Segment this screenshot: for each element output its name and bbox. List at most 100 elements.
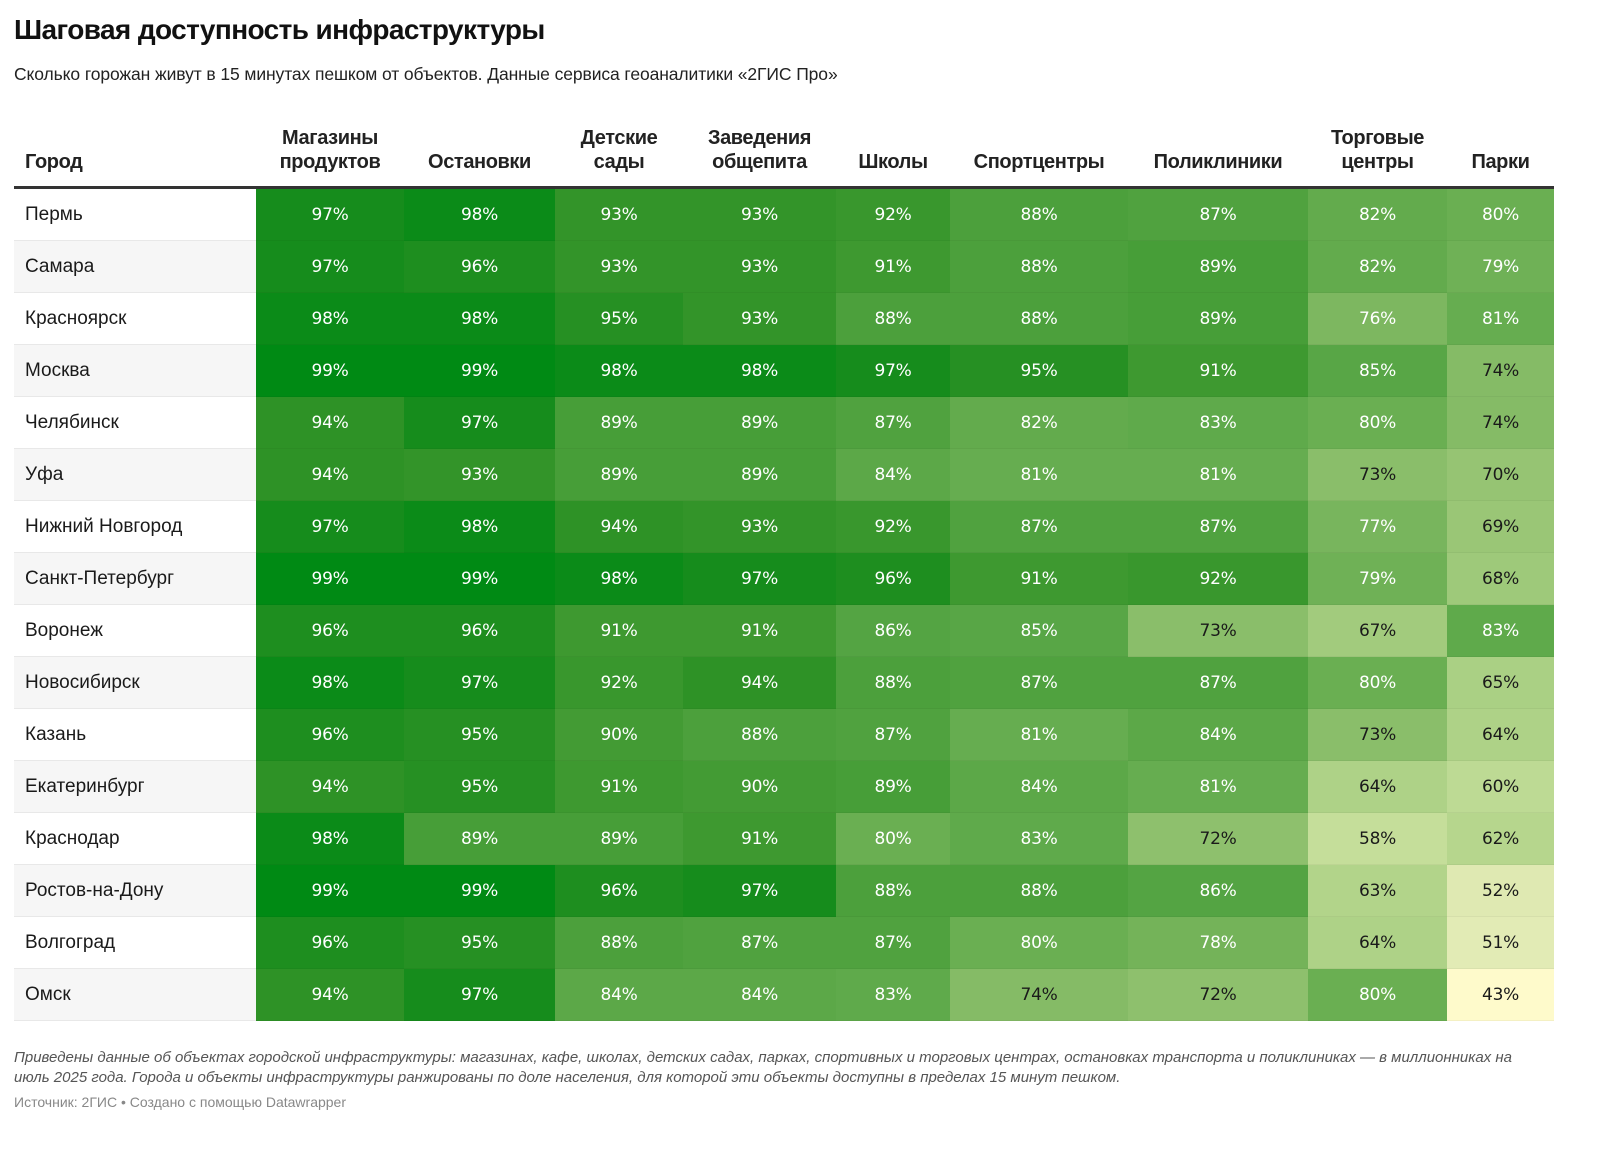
- heatmap-cell: 68%: [1447, 552, 1554, 605]
- column-header[interactable]: Школы: [836, 118, 950, 189]
- column-header[interactable]: Поликлиники: [1128, 118, 1308, 189]
- table-row: Санкт-Петербург 99% 99% 98% 97% 96% 91% 92% 79% 6…: [14, 552, 1554, 605]
- heatmap-cell: 94%: [256, 448, 404, 501]
- heatmap-cell: 81%: [950, 708, 1128, 761]
- heatmap-cell: 89%: [1128, 292, 1308, 345]
- heatmap-cell: 94%: [256, 968, 404, 1021]
- heatmap-cell: 83%: [950, 812, 1128, 865]
- heatmap-cell: 91%: [683, 812, 836, 865]
- heatmap-cell: 88%: [836, 656, 950, 709]
- column-header[interactable]: Торговые центры: [1308, 118, 1447, 189]
- heatmap-cell: 74%: [1447, 344, 1554, 397]
- table-row: Нижний Новгород 97% 98% 94% 93% 92% 87% 87% 77% 6…: [14, 500, 1554, 553]
- source-credit: Источник: 2ГИС • Создано с помощью Dataw…: [14, 1094, 347, 1110]
- heatmap-cell: 98%: [256, 812, 404, 865]
- table-row: Пермь 97% 98% 93% 93% 92% 88% 87% 82% 80%: [14, 187, 1554, 241]
- heatmap-cell: 80%: [1308, 396, 1447, 449]
- city-label: Санкт-Петербург: [14, 552, 256, 605]
- table-row: Красноярск 98% 98% 95% 93% 88% 88% 89% 76% 81%: [14, 292, 1554, 345]
- city-label: Москва: [14, 344, 256, 397]
- heatmap-cell: 93%: [683, 500, 836, 553]
- heatmap-cell: 98%: [404, 500, 555, 553]
- heatmap-cell: 91%: [555, 604, 683, 657]
- heatmap-cell: 95%: [555, 292, 683, 345]
- heatmap-cell: 97%: [404, 396, 555, 449]
- heatmap-cell: 95%: [404, 916, 555, 969]
- header-row: Город Магазины продуктов Остановки Детские…: [14, 118, 1554, 189]
- table-row: Новосибирск 98% 97% 92% 94% 88% 87% 87% 80% 65%: [14, 656, 1554, 709]
- heatmap-cell: 85%: [950, 604, 1128, 657]
- heatmap-cell: 85%: [1308, 344, 1447, 397]
- column-header[interactable]: Заведения общепита: [683, 118, 836, 189]
- city-label: Волгоград: [14, 916, 256, 969]
- heatmap-cell: 96%: [256, 916, 404, 969]
- heatmap-cell: 82%: [1308, 240, 1447, 293]
- heatmap-cell: 96%: [836, 552, 950, 605]
- heatmap-cell: 98%: [256, 656, 404, 709]
- heatmap-cell: 99%: [404, 864, 555, 917]
- heatmap-cell: 87%: [836, 396, 950, 449]
- heatmap-cell: 73%: [1308, 448, 1447, 501]
- column-header-city[interactable]: Город: [14, 118, 256, 189]
- heatmap-cell: 97%: [256, 187, 404, 241]
- heatmap-cell: 88%: [683, 708, 836, 761]
- heatmap-cell: 96%: [555, 864, 683, 917]
- heatmap-cell: 43%: [1447, 968, 1554, 1021]
- heatmap-cell: 96%: [404, 240, 555, 293]
- heatmap-cell: 86%: [1128, 864, 1308, 917]
- heatmap-cell: 76%: [1308, 292, 1447, 345]
- heatmap-cell: 83%: [1128, 396, 1308, 449]
- heatmap-cell: 89%: [555, 812, 683, 865]
- heatmap-cell: 73%: [1308, 708, 1447, 761]
- heatmap-cell: 98%: [404, 187, 555, 241]
- heatmap-cell: 96%: [256, 604, 404, 657]
- heatmap-cell: 98%: [683, 344, 836, 397]
- heatmap-cell: 91%: [683, 604, 836, 657]
- heatmap-cell: 92%: [1128, 552, 1308, 605]
- city-label: Казань: [14, 708, 256, 761]
- footnote: Приведены данные об объектах городской и…: [14, 1049, 1512, 1086]
- column-header[interactable]: Детские сады: [555, 118, 683, 189]
- heatmap-cell: 95%: [404, 708, 555, 761]
- heatmap-cell: 88%: [950, 240, 1128, 293]
- heatmap-cell: 95%: [950, 344, 1128, 397]
- heatmap-cell: 64%: [1308, 916, 1447, 969]
- heatmap-cell: 97%: [836, 344, 950, 397]
- heatmap-cell: 77%: [1308, 500, 1447, 553]
- column-header[interactable]: Спортцентры: [950, 118, 1128, 189]
- heatmap-cell: 78%: [1128, 916, 1308, 969]
- heatmap-cell: 80%: [1308, 968, 1447, 1021]
- heatmap-cell: 65%: [1447, 656, 1554, 709]
- heatmap-cell: 88%: [555, 916, 683, 969]
- heatmap-cell: 86%: [836, 604, 950, 657]
- heatmap-cell: 99%: [404, 344, 555, 397]
- heatmap-cell: 81%: [1447, 292, 1554, 345]
- heatmap-cell: 87%: [950, 500, 1128, 553]
- table-row: Ростов-на-Дону 99% 99% 96% 97% 88% 88% 86% 63% 52…: [14, 864, 1554, 917]
- heatmap-cell: 74%: [950, 968, 1128, 1021]
- heatmap-cell: 90%: [555, 708, 683, 761]
- city-label: Уфа: [14, 448, 256, 501]
- heatmap-cell: 91%: [950, 552, 1128, 605]
- heatmap-cell: 87%: [950, 656, 1128, 709]
- heatmap-cell: 89%: [404, 812, 555, 865]
- heatmap-cell: 98%: [256, 292, 404, 345]
- city-label: Нижний Новгород: [14, 500, 256, 553]
- heatmap-cell: 63%: [1308, 864, 1447, 917]
- heatmap-cell: 97%: [404, 968, 555, 1021]
- heatmap-cell: 88%: [950, 864, 1128, 917]
- table-row: Екатеринбург 94% 95% 91% 90% 89% 84% 81% 64% 60%: [14, 760, 1554, 813]
- column-header[interactable]: Магазины продуктов: [256, 118, 404, 189]
- heatmap-cell: 99%: [256, 864, 404, 917]
- chart-title: Шаговая доступность инфраструктуры: [14, 14, 545, 45]
- heatmap-cell: 74%: [1447, 396, 1554, 449]
- heatmap-cell: 81%: [950, 448, 1128, 501]
- heatmap-cell: 62%: [1447, 812, 1554, 865]
- column-header[interactable]: Парки: [1447, 118, 1554, 189]
- heatmap-cell: 94%: [256, 396, 404, 449]
- column-header[interactable]: Остановки: [404, 118, 555, 189]
- heatmap-cell: 88%: [950, 292, 1128, 345]
- heatmap-cell: 82%: [950, 396, 1128, 449]
- heatmap-cell: 94%: [256, 760, 404, 813]
- heatmap-cell: 87%: [1128, 500, 1308, 553]
